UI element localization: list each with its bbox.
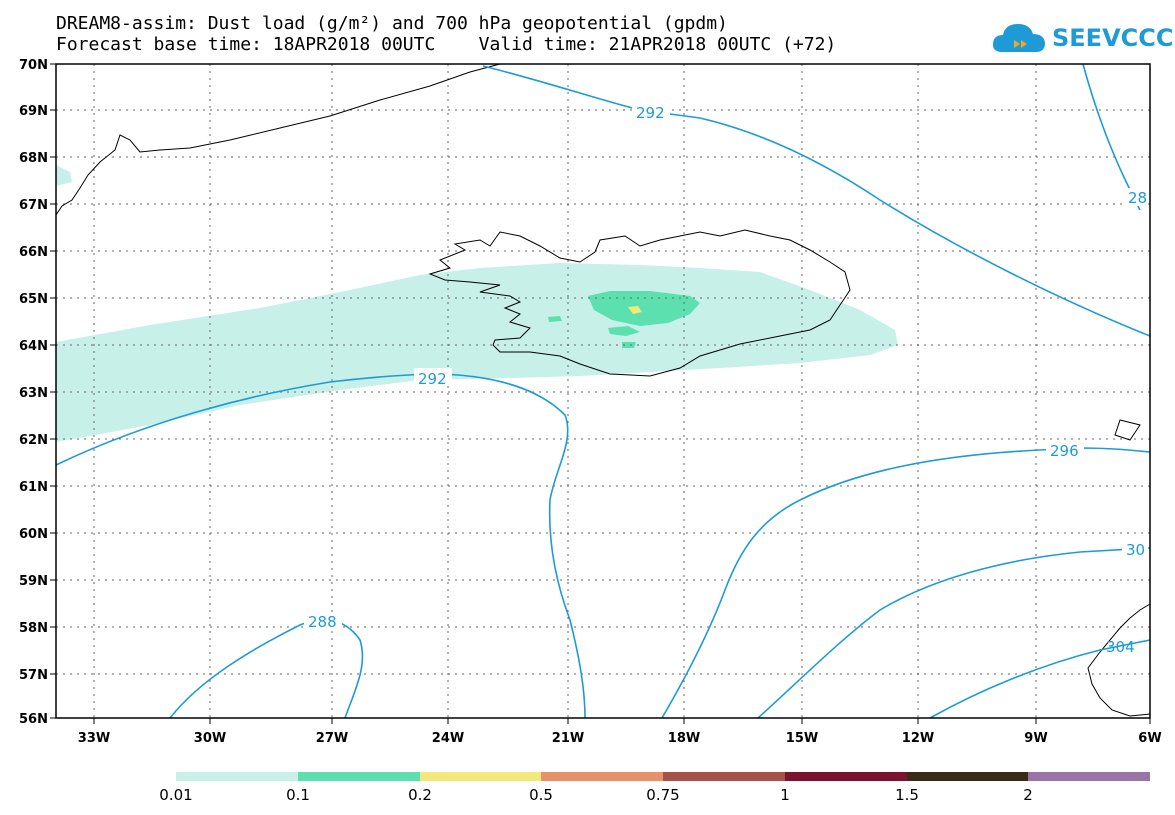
map-frame (55, 63, 1151, 719)
colorbar-swatch (663, 772, 785, 781)
lon-label: 21W (552, 731, 584, 746)
lon-label: 24W (432, 731, 464, 746)
map-title: DREAM8-assim: Dust load (g/m²) and 700 h… (56, 13, 728, 34)
longitude-labels: 33W 30W 27W 24W 21W 18W 15W 12W 9W 6W (78, 731, 1162, 746)
coast-greenland (55, 63, 501, 216)
dust-area-mid-small1 (608, 326, 640, 336)
colorbar-swatch (907, 772, 1028, 781)
contour-label-296: 296 (1050, 442, 1079, 460)
lat-label: 58N (19, 621, 48, 636)
lat-label: 66N (19, 245, 48, 260)
lon-label: 27W (316, 731, 348, 746)
dust-area-mid-small3 (548, 316, 562, 322)
lat-label: 65N (19, 292, 48, 307)
dust-area-light (56, 263, 898, 442)
contour-labels: 292 292 288 296 30 304 28 (304, 102, 1148, 656)
contour-label-292-north: 292 (636, 104, 665, 122)
lat-label: 70N (19, 58, 48, 73)
lon-label: 6W (1138, 731, 1161, 746)
lat-label: 57N (19, 668, 48, 683)
dust-shading (56, 165, 898, 442)
colorbar-label: 1.5 (895, 786, 919, 804)
lon-label: 15W (786, 731, 818, 746)
lat-label: 64N (19, 339, 48, 354)
colorbar-label: 0.5 (529, 786, 553, 804)
cloud-logo-icon (992, 24, 1045, 52)
coastlines (55, 63, 1151, 717)
contour-288 (169, 618, 364, 719)
contour-label-292-south: 292 (418, 370, 447, 388)
lat-label: 60N (19, 527, 48, 542)
colorbar-label: 0.1 (286, 786, 310, 804)
tick-marks (50, 63, 1151, 724)
dust-area-light-west (56, 165, 72, 186)
colorbar-label: 1 (780, 786, 790, 804)
dust-area-mid (588, 291, 700, 326)
dust-area-high (628, 306, 642, 314)
lat-label: 56N (19, 712, 48, 727)
colorbar-swatch (541, 772, 663, 781)
colorbar-swatch (298, 772, 420, 781)
contour-300 (757, 547, 1151, 719)
lat-label: 59N (19, 574, 48, 589)
colorbar-swatch (1028, 772, 1150, 781)
colorbar-swatch (420, 772, 541, 781)
contour-292-south (55, 373, 586, 719)
logo-text: SEEVCCC (1052, 24, 1174, 52)
lon-label: 18W (668, 731, 700, 746)
lat-label: 69N (19, 104, 48, 119)
lat-label: 61N (19, 480, 48, 495)
contour-label-288: 288 (308, 613, 337, 631)
colorbar-label: 0.01 (159, 786, 192, 804)
contour-label-304: 304 (1106, 638, 1135, 656)
colorbar-label: 2 (1023, 786, 1033, 804)
lon-label: 33W (78, 731, 110, 746)
contour-296 (661, 447, 1151, 719)
dust-area-mid-small2 (622, 342, 636, 348)
lon-label: 30W (194, 731, 226, 746)
lat-label: 68N (19, 151, 48, 166)
forecast-times: Forecast base time: 18APR2018 00UTC Vali… (56, 34, 837, 55)
colorbar-swatch (176, 772, 298, 781)
colorbar-label: 0.75 (646, 786, 679, 804)
lat-label: 63N (19, 386, 48, 401)
lat-label: 62N (19, 433, 48, 448)
grid-lines (56, 64, 1150, 718)
coast-scotland (1087, 603, 1151, 717)
latitude-labels: 70N 69N 68N 67N 66N 65N 64N 63N 62N 61N … (19, 58, 48, 727)
lon-label: 9W (1024, 731, 1047, 746)
lon-label: 12W (902, 731, 934, 746)
coast-faroe (1114, 419, 1141, 441)
colorbar: 0.01 0.1 0.2 0.5 0.75 1 1.5 2 (159, 772, 1150, 804)
contour-label-300: 30 (1126, 541, 1145, 559)
coast-iceland (428, 229, 851, 377)
colorbar-swatch (785, 772, 907, 781)
lat-label: 67N (19, 198, 48, 213)
contour-292-north (482, 65, 1151, 337)
contour-304 (929, 639, 1151, 719)
colorbar-label: 0.2 (408, 786, 432, 804)
contour-label-288-ne: 28 (1128, 189, 1147, 207)
